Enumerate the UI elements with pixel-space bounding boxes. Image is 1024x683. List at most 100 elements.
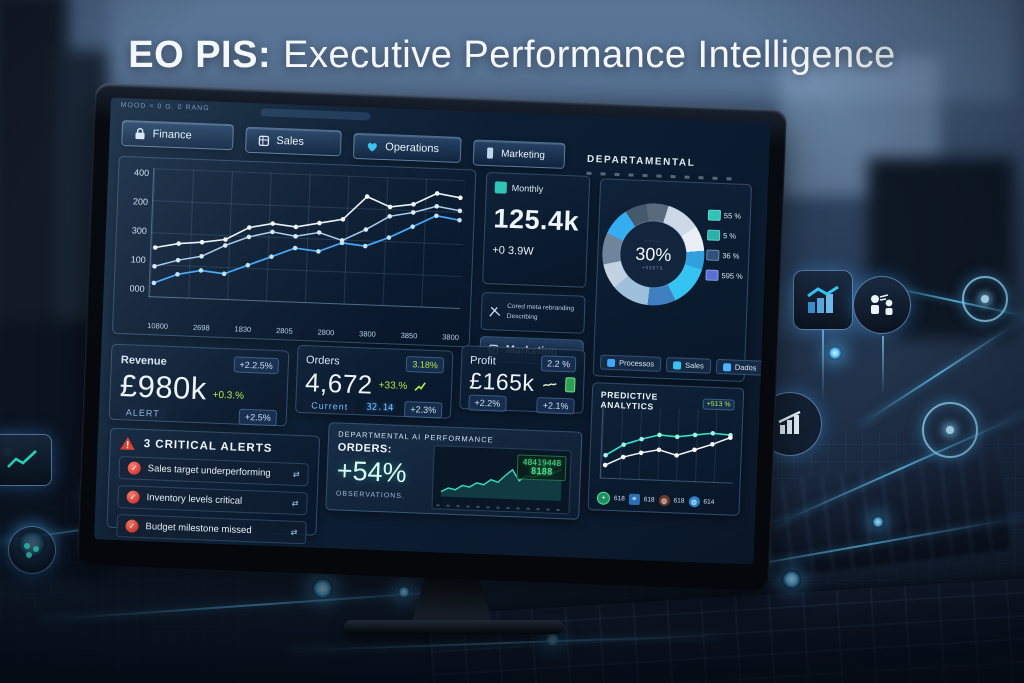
orders-value: 4,672	[304, 367, 374, 400]
glow-node	[398, 586, 410, 598]
legend-item[interactable]: 36 %	[706, 249, 744, 261]
chip-sales[interactable]: Sales	[665, 357, 712, 374]
floating-card	[793, 270, 853, 330]
tab-label: Operations	[385, 141, 440, 156]
monthly-value: 125.4k	[493, 203, 580, 237]
swap-arrows-icon[interactable]: ⇄	[290, 527, 298, 537]
profit-green-badge	[565, 377, 576, 393]
ai-chart-frame: 48419448 8188	[431, 445, 572, 515]
x-tick: 1830	[234, 324, 252, 335]
revenue-badge-bottom: +2.5%	[238, 408, 278, 427]
y-tick: 200	[132, 196, 149, 207]
donut-center-value: 30%	[634, 243, 672, 266]
alert-row[interactable]: ✓ Budget milestone missed ⇄	[116, 514, 307, 545]
ring-node	[922, 402, 978, 458]
predictive-panel: PREDICTIVE ANALYTICS +513 % + 618 ≡ 618 …	[587, 382, 745, 516]
pen-tools-icon	[489, 306, 501, 317]
alert-check-icon: ✓	[126, 490, 140, 504]
people-transfer-icon	[871, 294, 893, 315]
predictive-icon-row: + 618 ≡ 618 ◍ 618 ◍ 614	[596, 491, 731, 509]
globe-icon[interactable]: ◍	[658, 494, 670, 507]
chip-processos[interactable]: Processos	[599, 354, 662, 372]
revenue-badge-top: +2.2.5%	[233, 356, 280, 375]
plus-icon[interactable]: +	[596, 491, 611, 505]
donut-legend: 55 % 5 % 36 % 595 %	[705, 209, 746, 291]
tab-finance[interactable]: Finance	[121, 119, 235, 151]
alert-check-icon: ✓	[127, 461, 141, 475]
swap-arrows-icon[interactable]: ⇄	[292, 469, 300, 480]
tab-sales[interactable]: Sales	[244, 126, 342, 157]
orders-badge-top: 3.18%	[406, 356, 445, 374]
database-icon[interactable]: ≡	[628, 493, 640, 506]
orders-digits: 32.14	[366, 402, 394, 414]
chip-label: Dados	[734, 362, 757, 373]
tab-label: Finance	[152, 128, 192, 142]
icon-row-value: 618	[613, 495, 625, 503]
glow-node	[545, 632, 560, 647]
ring-node	[962, 276, 1008, 322]
profit-value: £165k	[468, 367, 535, 396]
note-box[interactable]: Cored meta rebranding Describing	[480, 291, 586, 334]
legend-item[interactable]: 595 %	[705, 269, 743, 281]
icon-row-value: 618	[643, 496, 655, 504]
y-tick: 300	[131, 225, 148, 236]
departamental-header: DEPARTAMENTAL	[586, 153, 696, 169]
legend-item[interactable]: 5 %	[706, 229, 745, 241]
donut-center-bottom: +0357S	[641, 265, 664, 271]
search-pill[interactable]	[260, 108, 371, 121]
x-tick: 2698	[192, 322, 210, 333]
chip-swatch	[672, 360, 682, 370]
tab-marketing[interactable]: Marketing	[472, 139, 566, 169]
main-trend-chart	[148, 168, 466, 310]
alerts-title: 3 CRITICAL ALERTS	[143, 438, 273, 455]
phone-icon	[486, 147, 494, 159]
revenue-delta: +0.3.%	[212, 389, 245, 402]
ai-orders-value: +54%	[336, 455, 408, 489]
profit-badge-top: 2.2 %	[540, 355, 577, 373]
y-tick: 100	[130, 254, 146, 265]
legend-value: 36 %	[722, 251, 740, 261]
orders-label: Orders	[305, 354, 340, 368]
monitor-base	[344, 620, 564, 634]
legend-swatch	[706, 229, 721, 241]
ai-orders-label: ORDERS:	[337, 441, 393, 456]
icon-row-value: 618	[673, 497, 685, 505]
globe2-icon[interactable]: ◍	[688, 495, 700, 508]
x-tick: 2800	[317, 327, 335, 338]
ai-performance-panel: Departmental AI Performance ORDERS: +54%…	[325, 422, 583, 520]
chip-label: Processos	[618, 358, 655, 369]
alert-row[interactable]: ✓ Sales target underperforming ⇄	[118, 456, 310, 487]
x-axis: 10800 2698 1830 2805 2800 3800 3850 3800	[147, 321, 459, 342]
orders-card: Orders 3.18% 4,672 +33.% Current 32.14 +…	[294, 344, 454, 419]
heart-icon	[367, 142, 377, 152]
glow-node	[828, 346, 842, 360]
title-rest: Executive Performance Intelligence	[283, 34, 896, 76]
tab-operations[interactable]: Operations	[352, 132, 462, 163]
chip-label: Sales	[684, 360, 705, 371]
tab-label: Marketing	[500, 148, 546, 161]
glow-node	[312, 578, 333, 599]
alert-check-icon: ✓	[125, 519, 139, 533]
legend-swatch	[706, 249, 720, 261]
alert-row[interactable]: ✓ Inventory levels critical ⇄	[117, 485, 308, 516]
floating-card	[0, 434, 52, 486]
icon-stem	[882, 336, 884, 396]
chip-dados[interactable]: Dados	[715, 358, 764, 376]
digits-bottom: 8188	[530, 466, 553, 478]
revenue-value: £980k	[119, 368, 208, 407]
mini-chart-icon	[7, 450, 37, 468]
glow-node	[782, 570, 801, 589]
profit-sparkline	[539, 376, 561, 392]
x-tick: 3800	[442, 332, 460, 343]
swap-arrows-icon[interactable]: ⇄	[291, 498, 299, 508]
floating-circle	[853, 276, 911, 334]
legend-value: 55 %	[723, 211, 742, 221]
warning-triangle-icon	[120, 437, 135, 451]
alert-text: Inventory levels critical	[146, 492, 243, 507]
x-tick: 2805	[275, 326, 293, 336]
x-tick: 3800	[358, 329, 376, 339]
legend-swatch	[705, 269, 719, 281]
legend-item[interactable]: 55 %	[707, 209, 746, 222]
molecule-icon	[24, 543, 39, 558]
y-tick: 400	[133, 167, 150, 179]
